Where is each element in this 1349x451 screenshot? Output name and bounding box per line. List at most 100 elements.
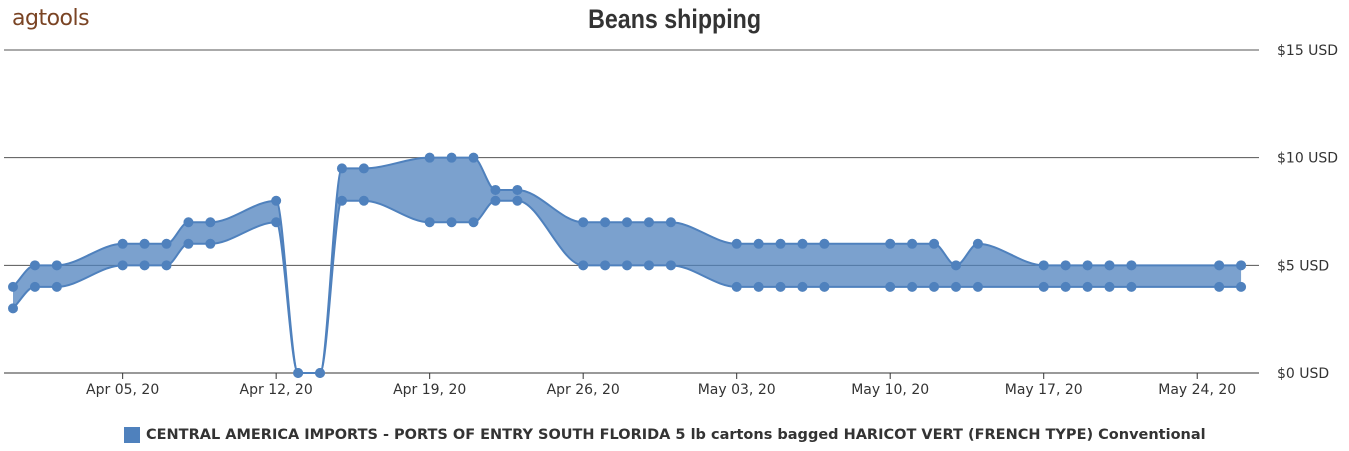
x-tick-label: May 17, 20 bbox=[1005, 382, 1083, 398]
high-point[interactable] bbox=[8, 281, 18, 292]
low-point[interactable] bbox=[1060, 281, 1071, 292]
high-point[interactable] bbox=[29, 260, 40, 271]
low-point[interactable] bbox=[293, 368, 304, 378]
high-point[interactable] bbox=[161, 238, 172, 249]
high-point[interactable] bbox=[775, 238, 786, 249]
legend-label: CENTRAL AMERICA IMPORTS - PORTS OF ENTRY… bbox=[146, 427, 1206, 443]
high-point[interactable] bbox=[972, 238, 983, 249]
low-point[interactable] bbox=[468, 217, 479, 228]
low-point[interactable] bbox=[578, 260, 589, 271]
legend[interactable]: CENTRAL AMERICA IMPORTS - PORTS OF ENTRY… bbox=[124, 427, 1206, 443]
high-point[interactable] bbox=[1060, 260, 1071, 271]
low-point[interactable] bbox=[907, 281, 918, 292]
low-point[interactable] bbox=[512, 195, 523, 206]
low-point[interactable] bbox=[1126, 281, 1137, 292]
high-point[interactable] bbox=[1236, 260, 1247, 271]
grid-lines bbox=[4, 49, 1259, 374]
low-point[interactable] bbox=[205, 238, 216, 249]
y-axis-ticks: $0 USD $5 USD $10 USD $15 USD bbox=[1277, 43, 1338, 382]
high-point[interactable] bbox=[1038, 260, 1049, 271]
low-point[interactable] bbox=[1214, 281, 1225, 292]
low-point[interactable] bbox=[117, 260, 128, 271]
high-point[interactable] bbox=[446, 152, 457, 163]
x-tick-label: Apr 19, 20 bbox=[393, 382, 466, 398]
y-tick-label: $10 USD bbox=[1277, 151, 1338, 167]
high-point[interactable] bbox=[819, 238, 830, 249]
high-point[interactable] bbox=[797, 238, 808, 249]
high-point[interactable] bbox=[929, 238, 940, 249]
x-tick-label: Apr 05, 20 bbox=[86, 382, 159, 398]
x-tick-label: Apr 26, 20 bbox=[547, 382, 620, 398]
low-point[interactable] bbox=[885, 281, 896, 292]
low-point[interactable] bbox=[29, 281, 40, 292]
high-point[interactable] bbox=[358, 163, 369, 174]
low-point[interactable] bbox=[972, 281, 983, 292]
x-tick-label: May 10, 20 bbox=[851, 382, 929, 398]
high-point[interactable] bbox=[578, 217, 589, 228]
high-point[interactable] bbox=[51, 260, 62, 271]
low-point[interactable] bbox=[490, 195, 501, 206]
low-point[interactable] bbox=[315, 368, 326, 378]
data-markers bbox=[8, 152, 1247, 378]
high-point[interactable] bbox=[885, 238, 896, 249]
high-point[interactable] bbox=[1104, 260, 1115, 271]
high-point[interactable] bbox=[1082, 260, 1093, 271]
high-point[interactable] bbox=[1214, 260, 1225, 271]
low-point[interactable] bbox=[358, 195, 369, 206]
low-point[interactable] bbox=[643, 260, 654, 271]
low-point[interactable] bbox=[775, 281, 786, 292]
low-point[interactable] bbox=[336, 195, 347, 206]
x-tick-label: May 03, 20 bbox=[698, 382, 776, 398]
high-point[interactable] bbox=[468, 152, 479, 163]
low-point[interactable] bbox=[929, 281, 940, 292]
x-axis-ticks: Apr 05, 20 Apr 12, 20 Apr 19, 20 Apr 26, 20… bbox=[86, 373, 1236, 398]
y-tick-label: $15 USD bbox=[1277, 43, 1338, 59]
low-point[interactable] bbox=[797, 281, 808, 292]
high-point[interactable] bbox=[512, 184, 523, 195]
low-point[interactable] bbox=[622, 260, 633, 271]
low-point[interactable] bbox=[446, 217, 457, 228]
high-point[interactable] bbox=[622, 217, 633, 228]
high-point[interactable] bbox=[183, 217, 194, 228]
low-point[interactable] bbox=[51, 281, 62, 292]
high-point[interactable] bbox=[336, 163, 347, 174]
low-point[interactable] bbox=[1038, 281, 1049, 292]
low-point[interactable] bbox=[731, 281, 742, 292]
low-point[interactable] bbox=[139, 260, 150, 271]
low-point[interactable] bbox=[950, 281, 961, 292]
low-point[interactable] bbox=[1236, 281, 1247, 292]
high-point[interactable] bbox=[1126, 260, 1137, 271]
high-point[interactable] bbox=[643, 217, 654, 228]
low-point[interactable] bbox=[753, 281, 764, 292]
low-point[interactable] bbox=[1082, 281, 1093, 292]
high-point[interactable] bbox=[271, 195, 282, 206]
range-area-fill bbox=[13, 157, 1242, 373]
low-point[interactable] bbox=[161, 260, 172, 271]
high-point[interactable] bbox=[665, 217, 676, 228]
high-point[interactable] bbox=[117, 238, 128, 249]
high-point[interactable] bbox=[731, 238, 742, 249]
high-point[interactable] bbox=[490, 184, 501, 195]
high-point[interactable] bbox=[753, 238, 764, 249]
low-point[interactable] bbox=[1104, 281, 1115, 292]
high-point[interactable] bbox=[907, 238, 918, 249]
high-point[interactable] bbox=[950, 260, 961, 271]
legend-swatch bbox=[124, 427, 140, 443]
low-point[interactable] bbox=[271, 217, 282, 228]
low-point[interactable] bbox=[183, 238, 194, 249]
high-point[interactable] bbox=[600, 217, 611, 228]
low-point[interactable] bbox=[665, 260, 676, 271]
y-tick-label: $5 USD bbox=[1277, 258, 1329, 274]
high-point[interactable] bbox=[205, 217, 216, 228]
high-point[interactable] bbox=[424, 152, 435, 163]
low-point[interactable] bbox=[424, 217, 435, 228]
low-point[interactable] bbox=[819, 281, 830, 292]
agtools-logo[interactable]: agtools bbox=[12, 6, 90, 31]
x-tick-label: May 24, 20 bbox=[1158, 382, 1236, 398]
x-tick-label: Apr 12, 20 bbox=[240, 382, 313, 398]
low-point[interactable] bbox=[600, 260, 611, 271]
low-point[interactable] bbox=[8, 303, 18, 314]
high-point[interactable] bbox=[139, 238, 150, 249]
chart-title: Beans shipping bbox=[588, 4, 762, 34]
